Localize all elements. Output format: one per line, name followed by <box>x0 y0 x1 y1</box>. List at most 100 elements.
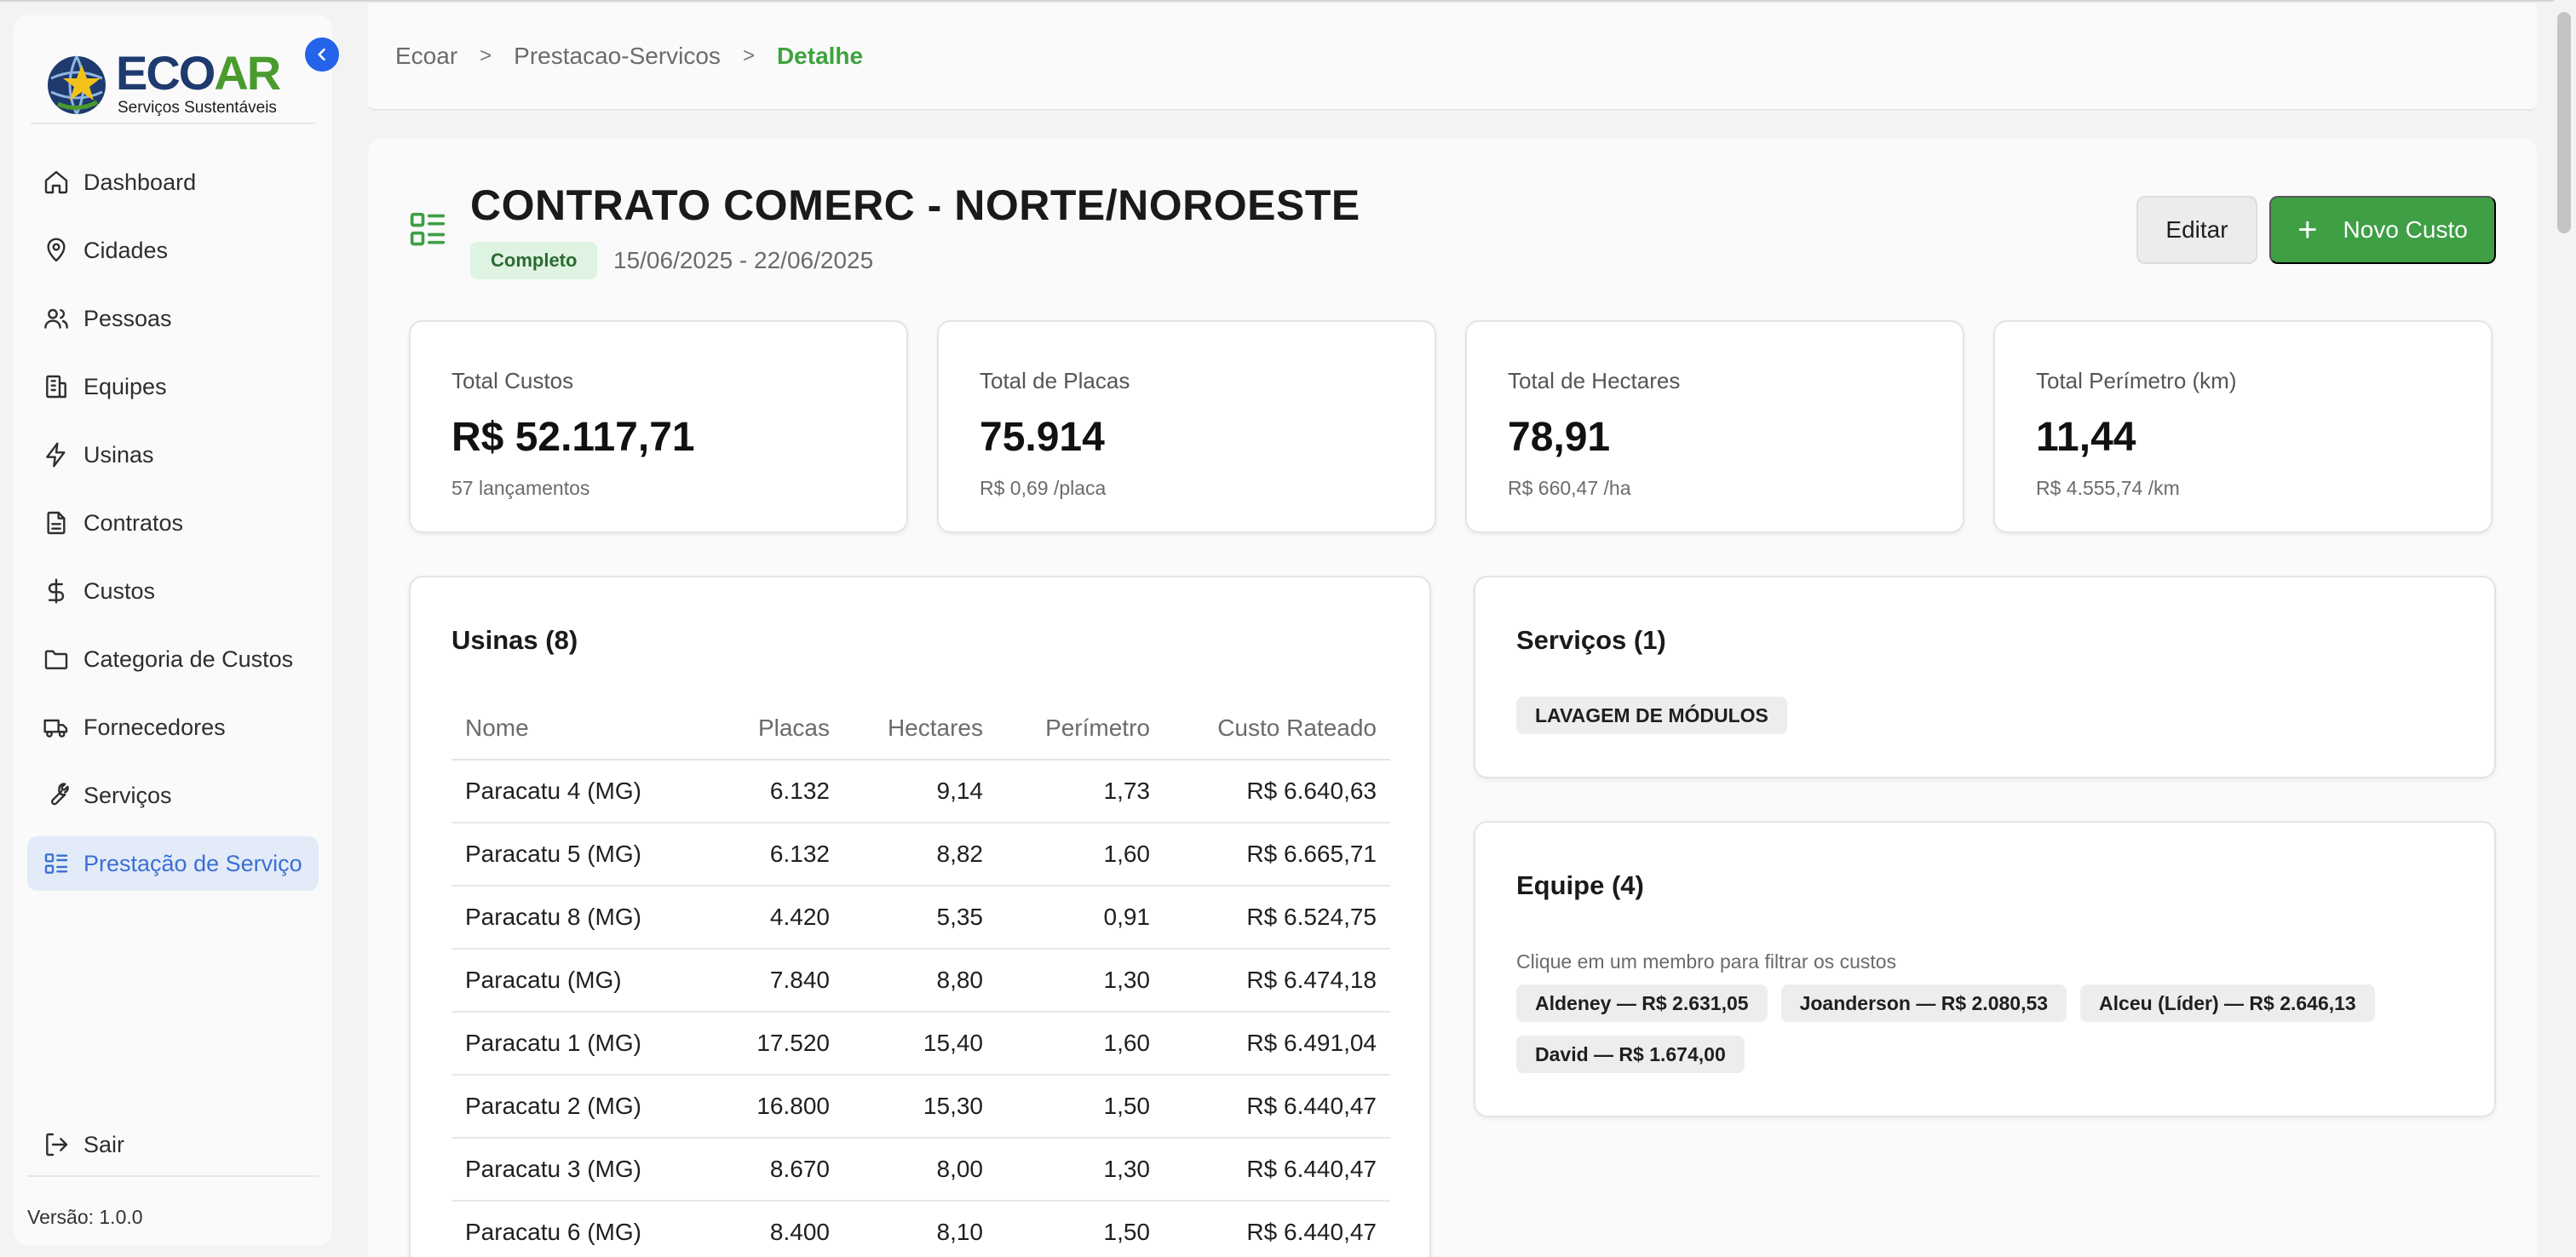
stat-label: Total de Placas <box>980 368 1130 393</box>
status-badge: Completo <box>470 242 598 279</box>
brand-ar: AR <box>214 46 281 100</box>
window-top-border <box>0 0 2576 2</box>
sidebar-item-fornecedores[interactable]: Fornecedores <box>27 700 319 755</box>
sidebar-item-usinas[interactable]: Usinas <box>27 428 319 482</box>
cell-placas: 17.520 <box>707 1012 843 1076</box>
cell-perimetro: 1,60 <box>997 823 1164 887</box>
sidebar-item-dashboard[interactable]: Dashboard <box>27 155 319 210</box>
cell-perimetro: 1,30 <box>997 949 1164 1013</box>
table-row[interactable]: Paracatu 3 (MG) 8.670 8,00 1,30 R$ 6.440… <box>451 1138 1390 1202</box>
date-range: 15/06/2025 - 22/06/2025 <box>613 247 874 273</box>
new-cost-label: Novo Custo <box>2343 216 2468 243</box>
team-member-chip[interactable]: Aldeney — R$ 2.631,05 <box>1516 984 1768 1022</box>
sidebar-item-prestacao-servico[interactable]: Prestação de Serviço <box>27 836 319 891</box>
table-row[interactable]: Paracatu 8 (MG) 4.420 5,35 0,91 R$ 6.524… <box>451 886 1390 950</box>
truck-icon <box>43 719 68 738</box>
logo-divider <box>31 123 315 124</box>
column-header-custo-rateado[interactable]: Custo Rateado <box>1164 697 1390 761</box>
new-cost-button[interactable]: + Novo Custo <box>2269 196 2496 264</box>
globe-logo-icon <box>48 55 106 115</box>
app-version: Versão: 1.0.0 <box>27 1206 143 1228</box>
stat-card-total-placas: Total de Placas 75.914 R$ 0,69 /placa <box>937 320 1436 533</box>
sidebar-item-cidades[interactable]: Cidades <box>27 223 319 278</box>
table-row[interactable]: Paracatu 5 (MG) 6.132 8,82 1,60 R$ 6.665… <box>451 823 1390 887</box>
team-member-chip[interactable]: David — R$ 1.674,00 <box>1516 1036 1745 1073</box>
stat-value: 75.914 <box>980 415 1105 460</box>
table-row[interactable]: Paracatu 4 (MG) 6.132 9,14 1,73 R$ 6.640… <box>451 760 1390 824</box>
table-row[interactable]: Paracatu 1 (MG) 17.520 15,40 1,60 R$ 6.4… <box>451 1012 1390 1076</box>
scrollbar-thumb[interactable] <box>2557 12 2571 233</box>
team-member-list: Aldeney — R$ 2.631,05 Joanderson — R$ 2.… <box>1516 984 2470 1073</box>
cell-hectares: 8,80 <box>843 949 997 1013</box>
column-header-hectares[interactable]: Hectares <box>843 697 997 761</box>
equipe-title: Equipe (4) <box>1516 870 1644 900</box>
breadcrumb-prestacao-servicos[interactable]: Prestacao-Servicos <box>514 43 721 69</box>
cell-perimetro: 1,50 <box>997 1201 1164 1257</box>
cell-nome: Paracatu 2 (MG) <box>451 1075 707 1139</box>
servicos-panel: Serviços (1) LAVAGEM DE MÓDULOS <box>1474 576 2496 778</box>
servicos-title: Serviços (1) <box>1516 625 1666 655</box>
sidebar-item-equipes[interactable]: Equipes <box>27 359 319 414</box>
list-icon <box>410 212 446 246</box>
chevron-right-icon: > <box>742 44 755 67</box>
collapse-sidebar-button[interactable] <box>305 37 339 72</box>
chevron-right-icon: > <box>480 44 492 67</box>
cell-custo: R$ 6.640,63 <box>1164 760 1390 824</box>
table-row[interactable]: Paracatu (MG) 7.840 8,80 1,30 R$ 6.474,1… <box>451 949 1390 1013</box>
main-content: CONTRATO COMERC - NORTE/NOROESTE Complet… <box>368 138 2537 1257</box>
sidebar-item-label: Categoria de Custos <box>83 646 294 672</box>
column-header-perimetro[interactable]: Perímetro <box>997 697 1164 761</box>
team-member-chip[interactable]: Joanderson — R$ 2.080,53 <box>1780 984 2067 1022</box>
column-header-nome[interactable]: Nome <box>451 697 707 761</box>
sidebar-item-label: Equipes <box>83 373 167 399</box>
table-header-row: Nome Placas Hectares Perímetro Custo Rat… <box>451 697 1390 761</box>
column-header-placas[interactable]: Placas <box>707 697 843 761</box>
breadcrumb: Ecoar > Prestacao-Servicos > Detalhe <box>368 3 2537 111</box>
breadcrumb-ecoar[interactable]: Ecoar <box>395 43 458 69</box>
stat-label: Total de Hectares <box>1508 368 1681 393</box>
cell-nome: Paracatu 1 (MG) <box>451 1012 707 1076</box>
cell-hectares: 8,82 <box>843 823 997 887</box>
sidebar-item-servicos[interactable]: Serviços <box>27 768 319 823</box>
cell-hectares: 15,30 <box>843 1075 997 1139</box>
sidebar-item-contratos[interactable]: Contratos <box>27 496 319 550</box>
usinas-table: Nome Placas Hectares Perímetro Custo Rat… <box>451 697 1390 1257</box>
page-title: CONTRATO COMERC - NORTE/NOROESTE <box>470 181 1360 229</box>
cell-placas: 6.132 <box>707 760 843 824</box>
cell-custo: R$ 6.440,47 <box>1164 1138 1390 1202</box>
sidebar-item-label: Serviços <box>83 782 172 808</box>
table-row[interactable]: Paracatu 6 (MG) 8.400 8,10 1,50 R$ 6.440… <box>451 1201 1390 1257</box>
cell-hectares: 5,35 <box>843 886 997 950</box>
cell-placas: 8.400 <box>707 1201 843 1257</box>
cell-placas: 16.800 <box>707 1075 843 1139</box>
cell-custo: R$ 6.491,04 <box>1164 1012 1390 1076</box>
stat-value: R$ 52.117,71 <box>451 415 695 460</box>
sidebar-item-label: Cidades <box>83 237 169 263</box>
list-icon <box>44 853 68 874</box>
wrench-icon <box>50 783 69 806</box>
sidebar-item-label: Contratos <box>83 509 184 536</box>
chevron-left-icon <box>318 48 325 61</box>
map-pin-icon <box>47 238 66 262</box>
breadcrumb-detalhe: Detalhe <box>776 43 864 69</box>
cell-perimetro: 1,50 <box>997 1075 1164 1139</box>
plus-icon: + <box>2297 211 2318 249</box>
sidebar-item-label: Prestação de Serviço <box>83 850 302 876</box>
cell-nome: Paracatu (MG) <box>451 949 707 1013</box>
sidebar-item-custos[interactable]: Custos <box>27 564 319 618</box>
cell-nome: Paracatu 6 (MG) <box>451 1201 707 1257</box>
cell-custo: R$ 6.524,75 <box>1164 886 1390 950</box>
usinas-panel: Usinas (8) Nome Placas Hectares Perímetr… <box>409 576 1431 1257</box>
stat-sub: R$ 660,47 /ha <box>1508 477 1631 499</box>
cell-nome: Paracatu 5 (MG) <box>451 823 707 887</box>
table-row[interactable]: Paracatu 2 (MG) 16.800 15,30 1,50 R$ 6.4… <box>451 1075 1390 1139</box>
ecoar-logo[interactable]: ECOAR Serviços Sustentáveis <box>46 36 302 121</box>
sidebar-item-categoria-custos[interactable]: Categoria de Custos <box>27 632 319 686</box>
sidebar-item-pessoas[interactable]: Pessoas <box>27 291 319 346</box>
cell-perimetro: 1,73 <box>997 760 1164 824</box>
team-member-chip[interactable]: Alceu (Líder) — R$ 2.646,13 <box>2080 984 2375 1022</box>
logout-button[interactable]: Sair <box>27 1117 319 1172</box>
building-icon <box>46 375 66 399</box>
cell-perimetro: 1,30 <box>997 1138 1164 1202</box>
edit-button[interactable]: Editar <box>2136 196 2257 264</box>
